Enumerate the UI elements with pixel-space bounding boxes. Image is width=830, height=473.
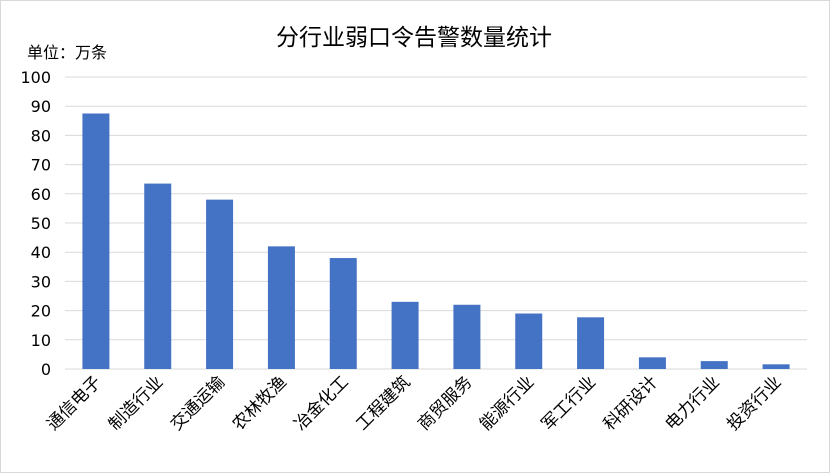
gridlines	[65, 76, 807, 370]
y-tick-label: 100	[20, 68, 51, 87]
x-tick-label: 农林牧渔	[229, 372, 291, 434]
x-tick-label: 工程建筑	[352, 372, 414, 434]
bar-冶金化工	[329, 258, 357, 369]
bar-工程建筑	[391, 301, 419, 369]
y-tick-label: 70	[31, 156, 51, 175]
bar-通信电子	[82, 113, 110, 369]
x-tick-label: 商贸服务	[414, 372, 476, 434]
bar-科研设计	[638, 357, 666, 369]
unit-label: 单位：万条	[27, 43, 107, 62]
x-tick-label: 投资行业	[723, 372, 785, 434]
y-tick-label: 0	[41, 360, 51, 379]
bars	[82, 113, 790, 369]
bar-商贸服务	[453, 304, 481, 369]
bar-军工行业	[577, 317, 605, 369]
x-tick-label: 冶金化工	[291, 372, 353, 434]
y-tick-label: 80	[31, 126, 51, 145]
y-tick-label: 90	[31, 97, 51, 116]
x-tick-label: 能源行业	[476, 372, 538, 434]
y-tick-label: 30	[31, 272, 51, 291]
x-tick-label: 科研设计	[600, 372, 662, 434]
x-tick-label: 军工行业	[538, 372, 600, 434]
bar-电力行业	[700, 361, 728, 369]
bar-能源行业	[515, 313, 543, 369]
y-axis-ticks: 0 10 20 30 40 50 60 70 80 90 100	[20, 68, 51, 379]
bar-投资行业	[762, 364, 790, 369]
y-tick-label: 60	[31, 185, 51, 204]
y-tick-label: 10	[31, 331, 51, 350]
x-tick-label: 通信电子	[43, 372, 105, 434]
bar-农林牧渔	[267, 246, 295, 369]
chart-title: 分行业弱口令告警数量统计	[276, 25, 552, 51]
bar-制造行业	[144, 183, 172, 369]
x-tick-label: 电力行业	[662, 372, 724, 434]
y-tick-label: 20	[31, 302, 51, 321]
bar-交通运输	[206, 199, 234, 369]
x-tick-label: 制造行业	[105, 372, 167, 434]
y-tick-label: 40	[31, 243, 51, 262]
x-axis-ticks: 通信电子 制造行业 交通运输 农林牧渔 冶金化工 工程建筑 商贸服务 能源行业 军工行业 科研设计…	[43, 372, 785, 434]
x-tick-label: 交通运输	[167, 372, 229, 434]
y-tick-label: 50	[31, 214, 51, 233]
